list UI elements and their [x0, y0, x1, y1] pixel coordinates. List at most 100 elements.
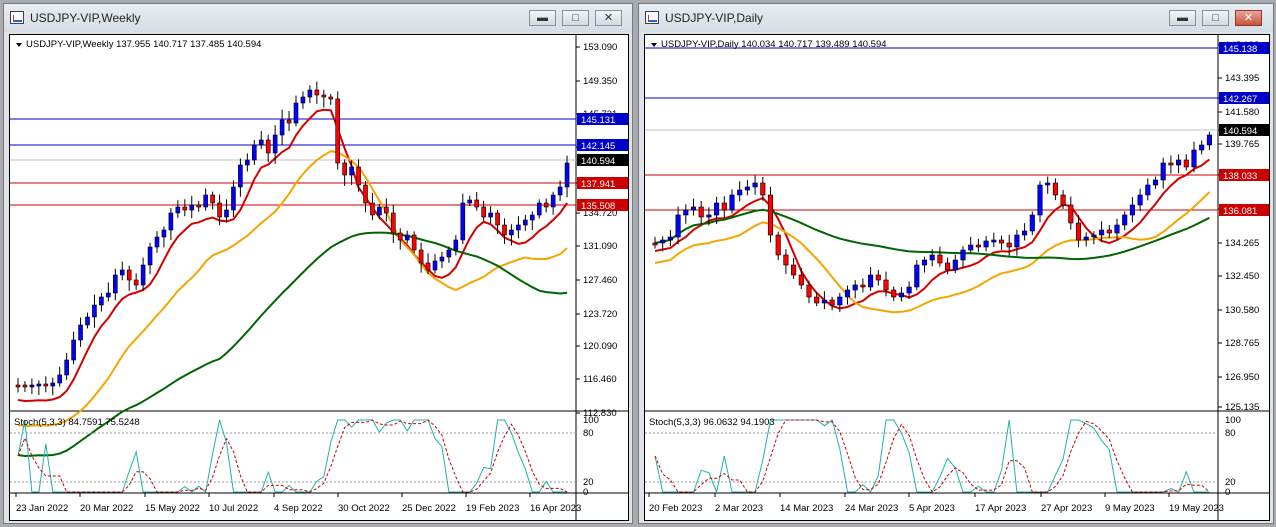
- daily-stoch-tick-label: 80: [1225, 428, 1236, 439]
- weekly-date-label: 19 Feb 2023: [466, 503, 519, 514]
- daily-candle-body: [814, 296, 820, 304]
- weekly-chart-svg[interactable]: 153.090149.350145.731142.145138.060134.7…: [10, 35, 628, 520]
- weekly-candle-body: [370, 202, 375, 216]
- weekly-candle-body: [529, 214, 535, 221]
- daily-candle-body: [1160, 162, 1166, 181]
- weekly-candle-body: [356, 166, 361, 186]
- weekly-candle-body: [78, 324, 83, 341]
- daily-candle-body: [660, 239, 666, 244]
- weekly-chart-window[interactable]: USDJPY-VIP,Weekly ▬ □ ✕ 153.090 149.350 14…: [3, 3, 633, 524]
- daily-candle-body: [1037, 184, 1043, 216]
- weekly-candle-body: [279, 119, 285, 136]
- weekly-candle-body: [460, 202, 466, 241]
- maximize-button[interactable]: □: [562, 10, 589, 26]
- weekly-candle-body: [321, 94, 327, 98]
- weekly-candle-body: [495, 212, 500, 226]
- daily-titlebar[interactable]: USDJPY-VIP,Daily ▬ □ ✕: [639, 4, 1273, 32]
- weekly-candle-body: [390, 212, 396, 234]
- daily-candle-body: [929, 254, 935, 261]
- daily-candle-body: [791, 264, 797, 276]
- weekly-candle-body: [307, 89, 313, 98]
- daily-chart-area[interactable]: 145.138 143.395 142.267 141.580 140.594 139.7…: [644, 34, 1270, 521]
- daily-candle-body: [1106, 229, 1112, 234]
- weekly-candle-body: [300, 96, 306, 104]
- daily-info-text: USDJPY-VIP,Daily 140.034 140.717 139.489…: [661, 39, 887, 50]
- daily-candle-body: [991, 239, 997, 243]
- daily-candle-body: [737, 189, 743, 196]
- daily-candle-body: [714, 202, 720, 216]
- close-button[interactable]: ✕: [595, 10, 622, 26]
- close-button[interactable]: ✕: [1235, 10, 1262, 26]
- daily-stoch-tick-label: 0: [1225, 487, 1230, 498]
- weekly-candle-body: [106, 292, 111, 298]
- daily-candle-body: [906, 286, 912, 294]
- daily-candle-body: [767, 194, 774, 236]
- daily-stoch-tick-label: 100: [1225, 415, 1241, 426]
- daily-chart-svg[interactable]: 145.138 143.395 142.267 141.580 140.594 139.7…: [645, 35, 1269, 520]
- weekly-candle-body: [258, 139, 264, 146]
- daily-date-label: 19 May 2023: [1169, 503, 1224, 514]
- minimize-button[interactable]: ▬: [529, 10, 556, 26]
- daily-candle-body: [1075, 222, 1082, 241]
- weekly-candle-body: [474, 199, 480, 208]
- daily-chart-window[interactable]: USDJPY-VIP,Daily ▬ □ ✕ 145.138 143.395 142…: [638, 3, 1274, 524]
- weekly-candle-body: [119, 269, 125, 276]
- weekly-candle-body: [439, 256, 445, 262]
- daily-info-arrow-icon: [651, 43, 657, 47]
- daily-candle-body: [898, 292, 904, 298]
- daily-candle-body: [960, 249, 966, 261]
- weekly-candle-body: [99, 296, 104, 306]
- daily-level-label-bg: [1219, 92, 1269, 104]
- weekly-candle-body: [377, 206, 382, 216]
- daily-candle-body: [968, 244, 974, 251]
- weekly-date-label: 4 Sep 2022: [274, 503, 323, 514]
- weekly-window-title: USDJPY-VIP,Weekly: [30, 11, 141, 25]
- weekly-price-tick-label: 116.460: [583, 374, 617, 385]
- weekly-candle-body: [224, 209, 229, 218]
- weekly-level-label: 145.131: [581, 115, 615, 126]
- daily-candle-body: [667, 236, 673, 241]
- daily-candle-body: [1168, 162, 1174, 166]
- weekly-candle-body: [85, 316, 90, 326]
- daily-candle-body: [783, 254, 789, 266]
- daily-candle-body: [721, 202, 727, 211]
- daily-candle-body: [821, 299, 827, 304]
- weekly-candle-body: [397, 232, 403, 241]
- weekly-candle-body: [349, 166, 354, 176]
- weekly-candle-body: [189, 204, 195, 211]
- weekly-candle-body: [432, 260, 438, 271]
- weekly-candle-body: [411, 234, 417, 251]
- weekly-candle-body: [536, 202, 542, 216]
- weekly-level-label: 140.594: [581, 156, 615, 167]
- maximize-button[interactable]: □: [1202, 10, 1229, 26]
- weekly-level-label-bg: [577, 177, 628, 189]
- weekly-info-arrow-icon: [16, 43, 22, 47]
- minimize-button[interactable]: ▬: [1169, 10, 1196, 26]
- weekly-date-label: 20 Mar 2022: [80, 503, 133, 514]
- weekly-candle-body: [147, 246, 153, 266]
- chart-window-icon: [10, 11, 24, 24]
- daily-candle-body: [698, 206, 704, 218]
- daily-candle-body: [752, 182, 758, 188]
- weekly-candle-body: [550, 194, 556, 208]
- weekly-candle-body: [509, 229, 514, 236]
- weekly-candle-body: [557, 186, 563, 196]
- daily-candle-body: [860, 284, 866, 288]
- daily-date-label: 2 Mar 2023: [715, 503, 763, 514]
- weekly-candle-body: [328, 96, 334, 100]
- weekly-candle-body: [64, 359, 69, 376]
- weekly-chart-area[interactable]: 153.090149.350145.731142.145138.060134.7…: [9, 34, 629, 521]
- daily-candle-body: [1083, 236, 1089, 241]
- weekly-price-tick-label: 149.350: [583, 76, 617, 87]
- daily-candle-body: [683, 209, 689, 216]
- daily-window-title: USDJPY-VIP,Daily: [665, 11, 764, 25]
- weekly-candle-body: [57, 374, 63, 384]
- weekly-candle-body: [168, 212, 174, 231]
- weekly-slow-moving-average-line: [17, 231, 568, 458]
- weekly-price-tick-label: 131.090: [583, 241, 617, 252]
- weekly-candle-body: [231, 186, 236, 211]
- daily-level-label-bg: [1219, 169, 1269, 181]
- weekly-titlebar[interactable]: USDJPY-VIP,Weekly ▬ □ ✕: [4, 4, 632, 32]
- daily-candle-body: [998, 239, 1005, 244]
- daily-candle-body: [690, 206, 697, 211]
